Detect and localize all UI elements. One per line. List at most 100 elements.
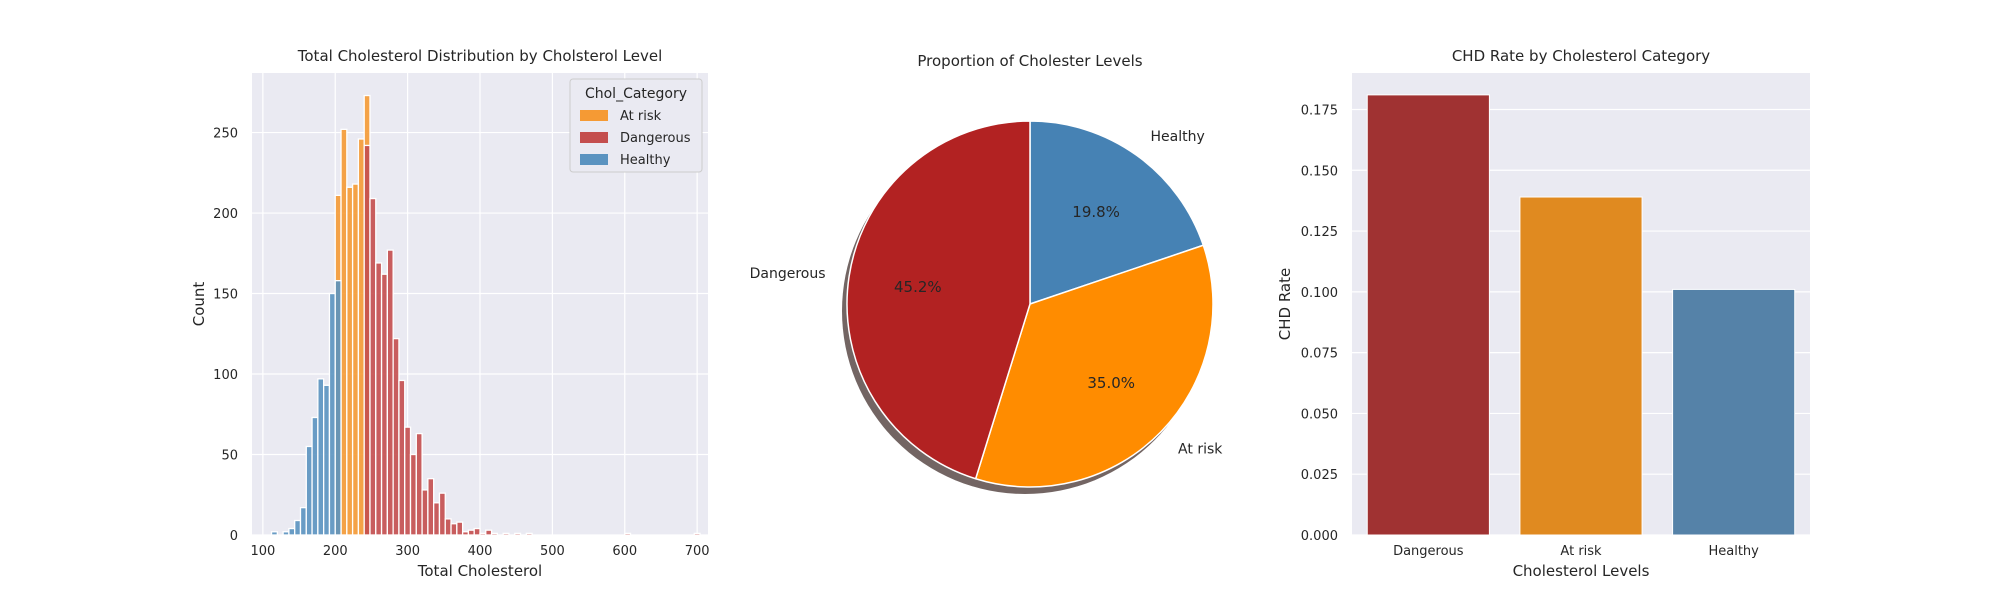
histogram-bar bbox=[323, 384, 331, 536]
histogram-bar bbox=[392, 337, 400, 536]
chd-x-tick-label: Dangerous bbox=[1393, 544, 1464, 559]
histogram-bar bbox=[363, 144, 371, 536]
chd-bars bbox=[1366, 94, 1796, 536]
chd-bar bbox=[1366, 94, 1490, 536]
histogram-legend: Chol_Category At risk Dangerous Healthy bbox=[569, 78, 703, 173]
pie-category-label: Healthy bbox=[1150, 129, 1204, 145]
pie-slice bbox=[974, 244, 1214, 488]
histogram-bar bbox=[438, 492, 446, 536]
histogram-bar bbox=[299, 506, 307, 536]
legend-title: Chol_Category bbox=[585, 86, 687, 102]
histogram-bar bbox=[305, 445, 313, 536]
histogram-y-tick-label: 50 bbox=[221, 449, 238, 464]
chd-y-tick-label: 0.100 bbox=[1301, 286, 1338, 301]
histogram-bar bbox=[502, 532, 510, 536]
chd-y-tick-label: 0.025 bbox=[1301, 468, 1338, 483]
histogram-bar bbox=[351, 183, 360, 536]
histogram-bar bbox=[282, 531, 290, 536]
histogram-bar bbox=[490, 532, 499, 536]
histogram-bar bbox=[461, 531, 470, 536]
pie-slice bbox=[1029, 120, 1205, 305]
histogram-bar bbox=[409, 453, 417, 536]
histogram-x-tick-label: 500 bbox=[540, 544, 565, 559]
histogram-bar bbox=[473, 527, 481, 536]
histogram-y-tick-label: 200 bbox=[213, 207, 238, 222]
histogram-x-tick-label: 400 bbox=[468, 544, 493, 559]
histogram-bar bbox=[693, 532, 701, 536]
histogram-bar bbox=[467, 529, 475, 536]
histogram-bar bbox=[433, 502, 441, 536]
histogram-bar bbox=[288, 527, 296, 536]
histogram-x-tick-label: 200 bbox=[323, 544, 348, 559]
legend-frame bbox=[569, 78, 703, 173]
histogram-bar bbox=[479, 532, 487, 536]
pie-title: Proportion of Cholester Levels bbox=[917, 52, 1142, 70]
histogram-bar bbox=[328, 292, 336, 536]
histogram-bar bbox=[346, 186, 354, 536]
legend-swatch bbox=[580, 132, 608, 143]
histogram-y-tick-label: 100 bbox=[213, 368, 238, 383]
histogram-bar bbox=[514, 532, 522, 536]
histogram-bar bbox=[624, 532, 632, 536]
histogram-bar bbox=[421, 489, 429, 536]
chd-y-axis-label: CHD Rate bbox=[1276, 268, 1294, 340]
pie-percent-label: 19.8% bbox=[1072, 203, 1120, 221]
histogram-bar bbox=[317, 378, 325, 536]
histogram-bar bbox=[404, 426, 412, 536]
chd-x-tick-label: Healthy bbox=[1708, 544, 1759, 559]
pie-slices bbox=[846, 120, 1214, 488]
histogram-tick-labels: 100 200 300 400 500 600 700 0 50 100 150 200 250 bbox=[213, 127, 709, 559]
chd-y-tick-label: 0.175 bbox=[1301, 103, 1338, 118]
histogram-bar bbox=[398, 379, 406, 536]
histogram-bar bbox=[340, 128, 348, 536]
chd-title: CHD Rate by Cholesterol Category bbox=[1452, 47, 1710, 65]
chd-y-tick-label: 0.050 bbox=[1301, 407, 1338, 422]
histogram-x-tick-label: 700 bbox=[685, 544, 710, 559]
pie-panel: Proportion of Cholester Levels Healthy 19… bbox=[750, 52, 1224, 494]
chd-y-tick-label: 0.000 bbox=[1301, 529, 1338, 544]
histogram-bar bbox=[380, 273, 389, 536]
legend-label: Healthy bbox=[620, 153, 671, 168]
chd-tick-labels: 0.000 0.025 0.050 0.075 0.100 0.125 0.150 0.175… bbox=[1301, 103, 1759, 559]
histogram-bar bbox=[485, 529, 493, 536]
histogram-bar bbox=[334, 280, 342, 536]
histogram-x-tick-label: 300 bbox=[395, 544, 420, 559]
histogram-y-tick-label: 250 bbox=[213, 127, 238, 142]
histogram-x-axis-label: Total Cholesterol bbox=[417, 562, 542, 580]
chd-y-tick-label: 0.150 bbox=[1301, 164, 1338, 179]
legend-label: Dangerous bbox=[620, 131, 691, 146]
histogram-y-tick-label: 0 bbox=[230, 529, 238, 544]
histogram-bar bbox=[369, 197, 377, 536]
chd-x-tick-label: At risk bbox=[1560, 544, 1602, 559]
histogram-bar bbox=[357, 138, 365, 536]
histogram-y-tick-label: 150 bbox=[213, 288, 238, 303]
histogram-bar bbox=[375, 262, 383, 536]
pie-slice bbox=[846, 120, 1031, 480]
chd-bar-panel: 0.000 0.025 0.050 0.075 0.100 0.125 0.150 0.175… bbox=[1276, 47, 1810, 580]
chd-bar bbox=[1519, 196, 1643, 536]
histogram-bar bbox=[456, 521, 464, 536]
chd-x-axis-label: Cholesterol Levels bbox=[1513, 562, 1650, 580]
chd-y-tick-label: 0.125 bbox=[1301, 225, 1338, 240]
histogram-bar bbox=[450, 523, 458, 536]
legend-entries: At risk Dangerous Healthy bbox=[580, 109, 691, 168]
pie-percent-label: 35.0% bbox=[1087, 374, 1135, 392]
histogram-bar bbox=[386, 249, 394, 536]
histogram-bars bbox=[270, 94, 701, 536]
histogram-bar bbox=[294, 519, 302, 536]
histogram-bar bbox=[525, 532, 533, 536]
histogram-bar bbox=[311, 416, 319, 536]
histogram-x-tick-label: 100 bbox=[250, 544, 275, 559]
pie-category-label: At risk bbox=[1178, 441, 1223, 457]
pie-percent-label: 45.2% bbox=[894, 278, 942, 296]
histogram-bar bbox=[270, 531, 278, 536]
legend-swatch bbox=[580, 110, 608, 121]
chd-bar bbox=[1672, 288, 1796, 536]
pie-category-label: Dangerous bbox=[750, 266, 826, 282]
pie-labels: Healthy 19.8% At risk 35.0% Dangerous 45.2% bbox=[750, 129, 1224, 457]
histogram-bar bbox=[444, 518, 452, 536]
chd-y-tick-label: 0.075 bbox=[1301, 347, 1338, 362]
histogram-bar bbox=[415, 432, 423, 536]
histogram-panel: 100 200 300 400 500 600 700 0 50 100 150 200 250 Tot… bbox=[190, 47, 710, 580]
